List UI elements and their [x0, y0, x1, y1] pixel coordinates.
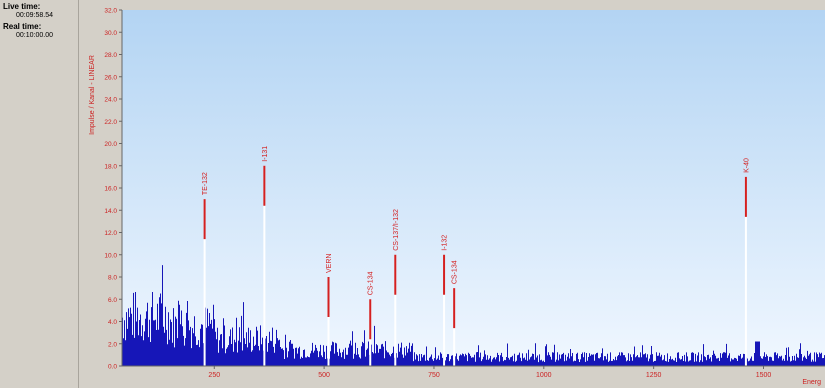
y-tick-label: 12.0	[104, 230, 117, 237]
y-tick-label: 2.0	[108, 341, 117, 348]
y-tick-label: 32.0	[104, 8, 117, 15]
y-tick-label: 10.0	[104, 252, 117, 259]
spectrum-chart: TE-132 I-131 VERN CS-134 CS-137/I-132 I-132 CS…	[89, 8, 825, 386]
y-tick-label: 24.0	[104, 97, 117, 104]
y-tick-label: 14.0	[104, 208, 117, 215]
peak-label: CS-134	[452, 260, 459, 284]
x-tick-label: 500	[318, 372, 330, 379]
peak-layer: TE-132 I-131 VERN CS-134 CS-137/I-132 I-132 CS…	[202, 146, 750, 366]
y-tick-label: 26.0	[104, 74, 117, 81]
x-tick-label: 1250	[646, 372, 662, 379]
y-tick-label: 16.0	[104, 186, 117, 193]
live-time-label: Live time:	[3, 2, 41, 11]
real-time-label: Real time:	[3, 22, 42, 31]
peak-label: CS-134	[368, 271, 375, 295]
y-tick-label: 20.0	[104, 141, 117, 148]
x-tick-label: 250	[208, 372, 220, 379]
status-panel: Live time: 00:09:58.54 Real time: 00:10:…	[0, 0, 79, 388]
y-tick-label: 28.0	[104, 52, 117, 59]
y-tick-label: 18.0	[104, 163, 117, 170]
axis-layer: 0.0 2.0 4.0 6.0 8.0 10.0 12.0 14.0 16.0 18.0 20.0 2…	[104, 8, 825, 379]
x-axis-label: Energ	[802, 379, 821, 386]
plot-background	[122, 10, 825, 366]
peak-label: I-131	[262, 146, 269, 162]
peak-label: CS-137/I-132	[393, 209, 400, 251]
live-time-value: 00:09:58.54	[16, 12, 53, 19]
x-tick-label: 1000	[536, 372, 552, 379]
peak-label: K-40	[743, 158, 750, 173]
peak-label: TE-132	[202, 172, 209, 195]
y-axis-label: Impulse / Kanal - LINEAR	[89, 55, 96, 135]
x-tick-label: 750	[428, 372, 440, 379]
y-tick-label: 6.0	[108, 297, 117, 304]
y-tick-label: 22.0	[104, 119, 117, 126]
real-time-value: 00:10:00.00	[16, 32, 53, 39]
y-tick-label: 4.0	[108, 319, 117, 326]
peak-label: I-132	[442, 235, 449, 251]
x-tick-label: 1500	[756, 372, 772, 379]
peak-label: VERN	[326, 254, 333, 273]
y-tick-label: 8.0	[108, 275, 117, 282]
y-tick-label: 30.0	[104, 30, 117, 37]
y-tick-label: 0.0	[108, 364, 117, 371]
